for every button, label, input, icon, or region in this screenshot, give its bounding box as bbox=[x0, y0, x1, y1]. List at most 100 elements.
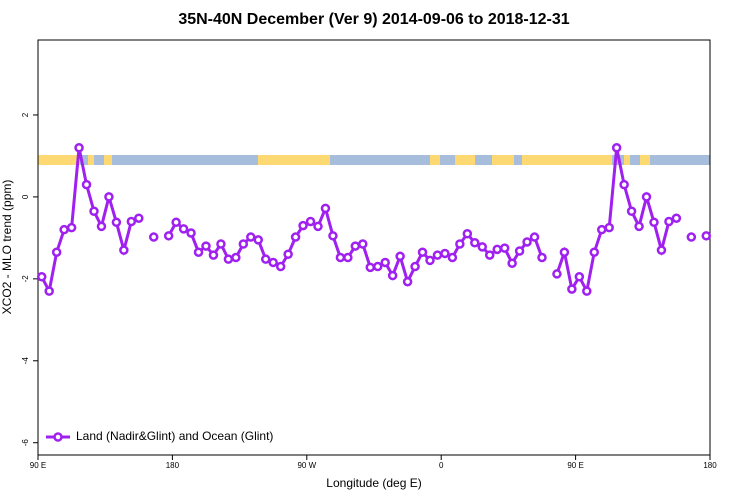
data-point bbox=[529, 232, 540, 242]
data-point bbox=[350, 241, 361, 251]
data-point bbox=[186, 228, 196, 238]
data-point bbox=[402, 276, 413, 287]
data-point bbox=[51, 247, 62, 257]
data-point bbox=[178, 224, 189, 234]
data-point bbox=[477, 242, 488, 252]
data-point bbox=[59, 224, 69, 235]
data-point bbox=[320, 203, 331, 214]
data-point bbox=[462, 229, 473, 239]
data-point bbox=[253, 235, 264, 245]
legend-marker bbox=[53, 432, 63, 442]
data-point bbox=[298, 220, 308, 231]
chart-title: 35N-40N December (Ver 9) 2014-09-06 to 2… bbox=[178, 11, 569, 28]
data-point bbox=[574, 272, 585, 282]
data-point bbox=[36, 272, 47, 282]
y-tick-label: -4 bbox=[21, 357, 30, 365]
data-point bbox=[89, 206, 99, 216]
data-point bbox=[380, 257, 390, 268]
data-point bbox=[604, 222, 614, 233]
data-point bbox=[328, 231, 338, 241]
data-point bbox=[567, 284, 577, 294]
data-point bbox=[589, 247, 600, 257]
data-point bbox=[455, 239, 465, 249]
data-point bbox=[611, 142, 622, 153]
data-point bbox=[74, 142, 84, 153]
data-point bbox=[171, 217, 181, 228]
data-point bbox=[104, 192, 114, 202]
y-tick-label: -2 bbox=[21, 275, 30, 283]
data-point bbox=[387, 270, 398, 281]
data-point bbox=[664, 216, 674, 227]
data-point bbox=[432, 250, 443, 260]
data-point bbox=[216, 239, 226, 249]
data-point bbox=[410, 261, 420, 272]
data-point bbox=[201, 241, 211, 251]
data-point bbox=[425, 255, 435, 266]
data-point bbox=[686, 232, 697, 242]
data-point bbox=[372, 261, 383, 272]
data-point bbox=[626, 206, 637, 216]
data-point bbox=[522, 237, 532, 247]
data-point bbox=[634, 221, 644, 232]
data-point bbox=[111, 217, 122, 228]
x-tick-label: 90 W bbox=[297, 461, 316, 470]
data-point bbox=[163, 231, 174, 241]
data-point bbox=[552, 269, 562, 279]
data-point bbox=[238, 239, 249, 249]
data-point bbox=[596, 224, 607, 235]
y-tick-label: 0 bbox=[21, 194, 30, 199]
y-tick-label: 2 bbox=[21, 112, 30, 117]
legend-label: Land (Nadir&Glint) and Ocean (Glint) bbox=[76, 429, 273, 443]
data-point bbox=[335, 252, 346, 263]
data-point bbox=[126, 216, 137, 227]
data-point bbox=[66, 222, 77, 233]
data-point bbox=[499, 243, 510, 253]
y-axis-label: XCO2 - MLO trend (ppm) bbox=[0, 180, 14, 315]
data-point bbox=[492, 244, 502, 255]
data-point bbox=[119, 245, 129, 255]
y-tick-label: -6 bbox=[21, 439, 30, 447]
x-tick-label: 180 bbox=[703, 461, 717, 470]
data-point bbox=[358, 239, 368, 249]
data-point bbox=[641, 192, 652, 202]
data-point bbox=[231, 252, 241, 263]
land-ocean-strip bbox=[38, 155, 710, 165]
data-point bbox=[96, 221, 107, 232]
data-point bbox=[246, 232, 256, 242]
data-point bbox=[208, 250, 219, 260]
data-point bbox=[193, 247, 204, 257]
data-point bbox=[268, 257, 278, 268]
data-point bbox=[619, 179, 629, 190]
data-point bbox=[260, 254, 271, 264]
data-point bbox=[514, 246, 525, 256]
data-point bbox=[701, 231, 712, 241]
data-point bbox=[290, 232, 301, 242]
data-point bbox=[440, 248, 450, 259]
data-point bbox=[81, 179, 92, 190]
data-point bbox=[313, 221, 323, 232]
data-point bbox=[559, 247, 570, 257]
data-point bbox=[134, 213, 144, 223]
data-point bbox=[343, 252, 353, 263]
data-point bbox=[44, 286, 54, 296]
data-point bbox=[537, 252, 547, 263]
data-point bbox=[223, 254, 234, 264]
x-tick-label: 0 bbox=[439, 461, 444, 470]
data-point bbox=[365, 262, 376, 273]
data-point bbox=[148, 232, 159, 242]
x-tick-label: 90 E bbox=[567, 461, 583, 470]
data-point bbox=[582, 286, 592, 296]
data-point bbox=[417, 247, 428, 257]
data-point bbox=[649, 217, 659, 228]
data-point bbox=[283, 249, 293, 260]
plot-frame bbox=[37, 39, 711, 456]
data-point bbox=[671, 213, 682, 223]
data-point bbox=[275, 261, 286, 272]
data-point bbox=[395, 251, 405, 262]
data-point bbox=[305, 216, 316, 227]
data-point bbox=[470, 238, 480, 248]
data-point bbox=[656, 245, 667, 255]
data-point bbox=[507, 258, 517, 269]
x-tick-label: 180 bbox=[166, 461, 180, 470]
